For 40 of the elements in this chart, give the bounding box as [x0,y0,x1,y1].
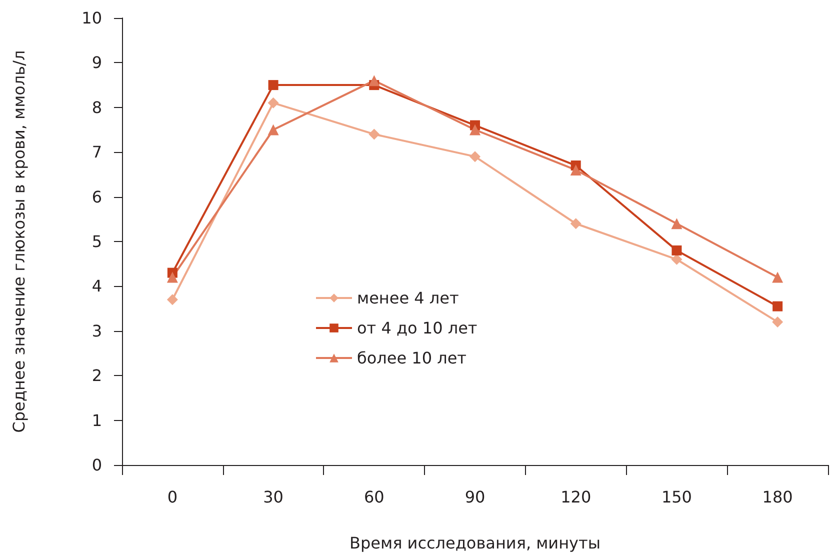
point [268,97,279,108]
point [671,254,682,265]
y-tick-label: 9 [92,53,102,72]
legend-label: менее 4 лет [357,288,459,308]
y-tick-label: 6 [92,187,102,206]
point [671,218,682,230]
y-tick-label: 5 [92,232,102,251]
y-tick-label: 1 [92,410,102,430]
y-tick-label: 8 [92,98,102,117]
legend-label: более 10 лет [357,348,466,368]
point [772,316,784,328]
point [570,218,582,230]
point [368,75,380,86]
y-tick-label: 10 [82,8,102,28]
point [166,294,178,306]
x-tick-label: 180 [762,488,793,506]
y-tick-label: 3 [92,321,102,340]
x-tick-label: 30 [263,488,284,506]
point [268,124,279,136]
y-tick-label: 7 [92,142,102,162]
point [772,272,784,283]
y-tick-label: 0 [92,456,102,474]
point [672,245,682,256]
x-tick-label: 90 [464,488,486,506]
point [166,272,178,283]
y-tick-label: 4 [92,276,102,296]
point [470,124,480,136]
x-tick-label: 60 [364,488,384,506]
y-tick-label: 2 [92,366,102,386]
point [368,128,380,140]
point [772,301,783,312]
point [570,164,582,176]
point [470,151,480,162]
x-tick-label: 120 [560,488,592,506]
x-axis-title: Время исследования, минуты [350,534,600,552]
y-axis-title: Среднее значение глюкозы в крови, ммоль/л [10,50,28,433]
x-tick-label: 150 [661,488,692,506]
point [268,80,278,90]
x-tick-label: 0 [167,488,178,506]
legend-label: от 4 до 10 лет [357,318,478,338]
